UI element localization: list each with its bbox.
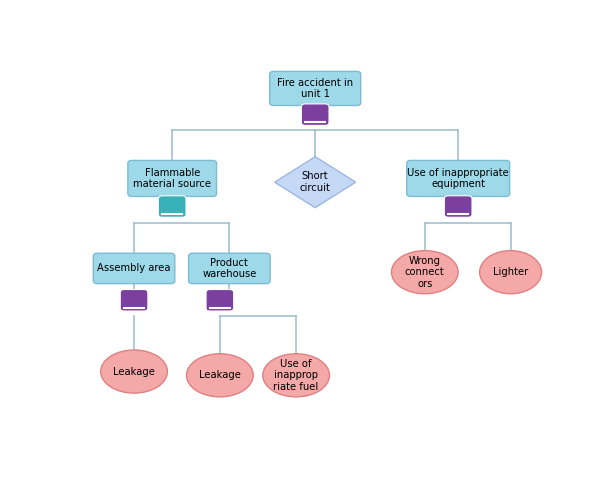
Text: Fire accident in
unit 1: Fire accident in unit 1 <box>277 77 353 99</box>
Text: Lighter: Lighter <box>493 267 528 277</box>
Text: Flammable
material source: Flammable material source <box>133 168 211 189</box>
Ellipse shape <box>186 354 253 397</box>
Bar <box>446 212 470 216</box>
FancyBboxPatch shape <box>159 196 186 217</box>
FancyBboxPatch shape <box>128 160 216 196</box>
Text: Leakage: Leakage <box>113 367 155 376</box>
FancyBboxPatch shape <box>121 290 148 311</box>
Ellipse shape <box>391 251 458 294</box>
Text: Use of inappropriate
equipment: Use of inappropriate equipment <box>407 168 509 189</box>
FancyBboxPatch shape <box>189 253 270 283</box>
Ellipse shape <box>263 354 330 397</box>
Polygon shape <box>275 157 355 207</box>
FancyBboxPatch shape <box>93 253 175 283</box>
Bar <box>207 306 232 310</box>
Bar <box>160 212 184 216</box>
FancyBboxPatch shape <box>445 196 472 217</box>
Text: Assembly area: Assembly area <box>97 263 171 273</box>
Bar <box>303 120 328 124</box>
FancyBboxPatch shape <box>269 72 361 106</box>
FancyBboxPatch shape <box>206 290 234 311</box>
Ellipse shape <box>480 251 542 294</box>
Bar <box>122 306 146 310</box>
Text: Leakage: Leakage <box>199 370 241 380</box>
FancyBboxPatch shape <box>301 104 329 125</box>
Text: Use of
inapprop
riate fuel: Use of inapprop riate fuel <box>274 359 319 392</box>
Text: Wrong
connect
ors: Wrong connect ors <box>405 256 445 289</box>
Text: Short
circuit: Short circuit <box>300 171 331 193</box>
FancyBboxPatch shape <box>407 160 510 196</box>
Ellipse shape <box>101 350 167 393</box>
Text: Product
warehouse: Product warehouse <box>202 258 256 279</box>
